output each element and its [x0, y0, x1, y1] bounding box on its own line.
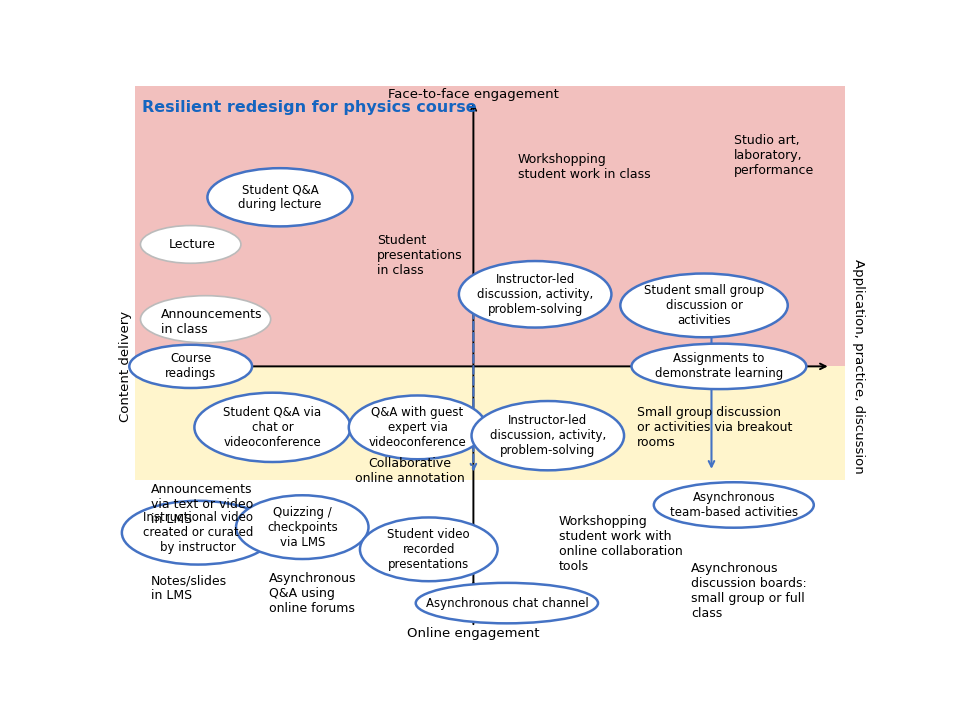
Text: Face-to-face engagement: Face-to-face engagement — [388, 88, 559, 101]
Text: Asynchronous
team-based activities: Asynchronous team-based activities — [670, 491, 798, 519]
Text: Student Q&A
during lecture: Student Q&A during lecture — [238, 184, 322, 211]
Text: Q&A with guest
expert via
videoconference: Q&A with guest expert via videoconferenc… — [369, 406, 467, 449]
Text: Quizzing /
checkpoints
via LMS: Quizzing / checkpoints via LMS — [267, 505, 338, 549]
Text: Asynchronous
Q&A using
online forums: Asynchronous Q&A using online forums — [269, 572, 356, 615]
Ellipse shape — [207, 168, 352, 226]
Text: Student Q&A via
chat or
videoconference: Student Q&A via chat or videoconference — [224, 406, 322, 449]
Bar — [134, 480, 846, 630]
Text: Instructional video
created or curated
by instructor: Instructional video created or curated b… — [143, 511, 253, 554]
Text: Instructor-led
discussion, activity,
problem-solving: Instructor-led discussion, activity, pro… — [477, 273, 593, 316]
Text: Workshopping
student work in class: Workshopping student work in class — [518, 153, 651, 181]
Ellipse shape — [194, 392, 350, 462]
Text: Small group discussion
or activities via breakout
rooms: Small group discussion or activities via… — [637, 406, 792, 449]
Ellipse shape — [360, 518, 497, 581]
Text: Application, practice, discussion: Application, practice, discussion — [852, 259, 865, 474]
Text: Announcements
via text or video
in LMS: Announcements via text or video in LMS — [152, 483, 253, 526]
Text: Asynchronous chat channel: Asynchronous chat channel — [425, 597, 588, 610]
Ellipse shape — [348, 395, 487, 459]
Text: Assignments to
demonstrate learning: Assignments to demonstrate learning — [655, 352, 783, 380]
Ellipse shape — [459, 261, 612, 328]
Text: Instructor-led
discussion, activity,
problem-solving: Instructor-led discussion, activity, pro… — [490, 414, 606, 457]
Text: Content delivery: Content delivery — [119, 311, 132, 422]
Ellipse shape — [471, 401, 624, 470]
Bar — [134, 366, 846, 480]
Text: Collaborative
online annotation: Collaborative online annotation — [355, 457, 465, 485]
Ellipse shape — [416, 583, 598, 624]
Ellipse shape — [140, 225, 241, 264]
Ellipse shape — [140, 296, 271, 343]
Ellipse shape — [236, 495, 369, 559]
Text: Notes/slides
in LMS: Notes/slides in LMS — [152, 574, 228, 602]
Text: Online engagement: Online engagement — [407, 626, 540, 639]
Ellipse shape — [122, 501, 275, 564]
Text: Studio art,
laboratory,
performance: Studio art, laboratory, performance — [733, 134, 814, 177]
Text: Workshopping
student work with
online collaboration
tools: Workshopping student work with online co… — [559, 515, 683, 573]
Text: Asynchronous
discussion boards:
small group or full
class: Asynchronous discussion boards: small gr… — [691, 562, 807, 620]
Ellipse shape — [654, 482, 814, 528]
Bar — [134, 86, 846, 366]
Text: Announcements
in class: Announcements in class — [161, 308, 262, 336]
Ellipse shape — [632, 343, 806, 389]
Text: Resilient redesign for physics course: Resilient redesign for physics course — [142, 100, 477, 115]
Text: Course
readings: Course readings — [165, 352, 216, 380]
Text: Lecture: Lecture — [168, 238, 215, 251]
Ellipse shape — [130, 345, 252, 388]
Text: Student small group
discussion or
activities: Student small group discussion or activi… — [644, 284, 764, 327]
Ellipse shape — [620, 274, 788, 337]
Text: Student video
recorded
presentations: Student video recorded presentations — [388, 528, 470, 571]
Text: Student
presentations
in class: Student presentations in class — [376, 234, 463, 277]
